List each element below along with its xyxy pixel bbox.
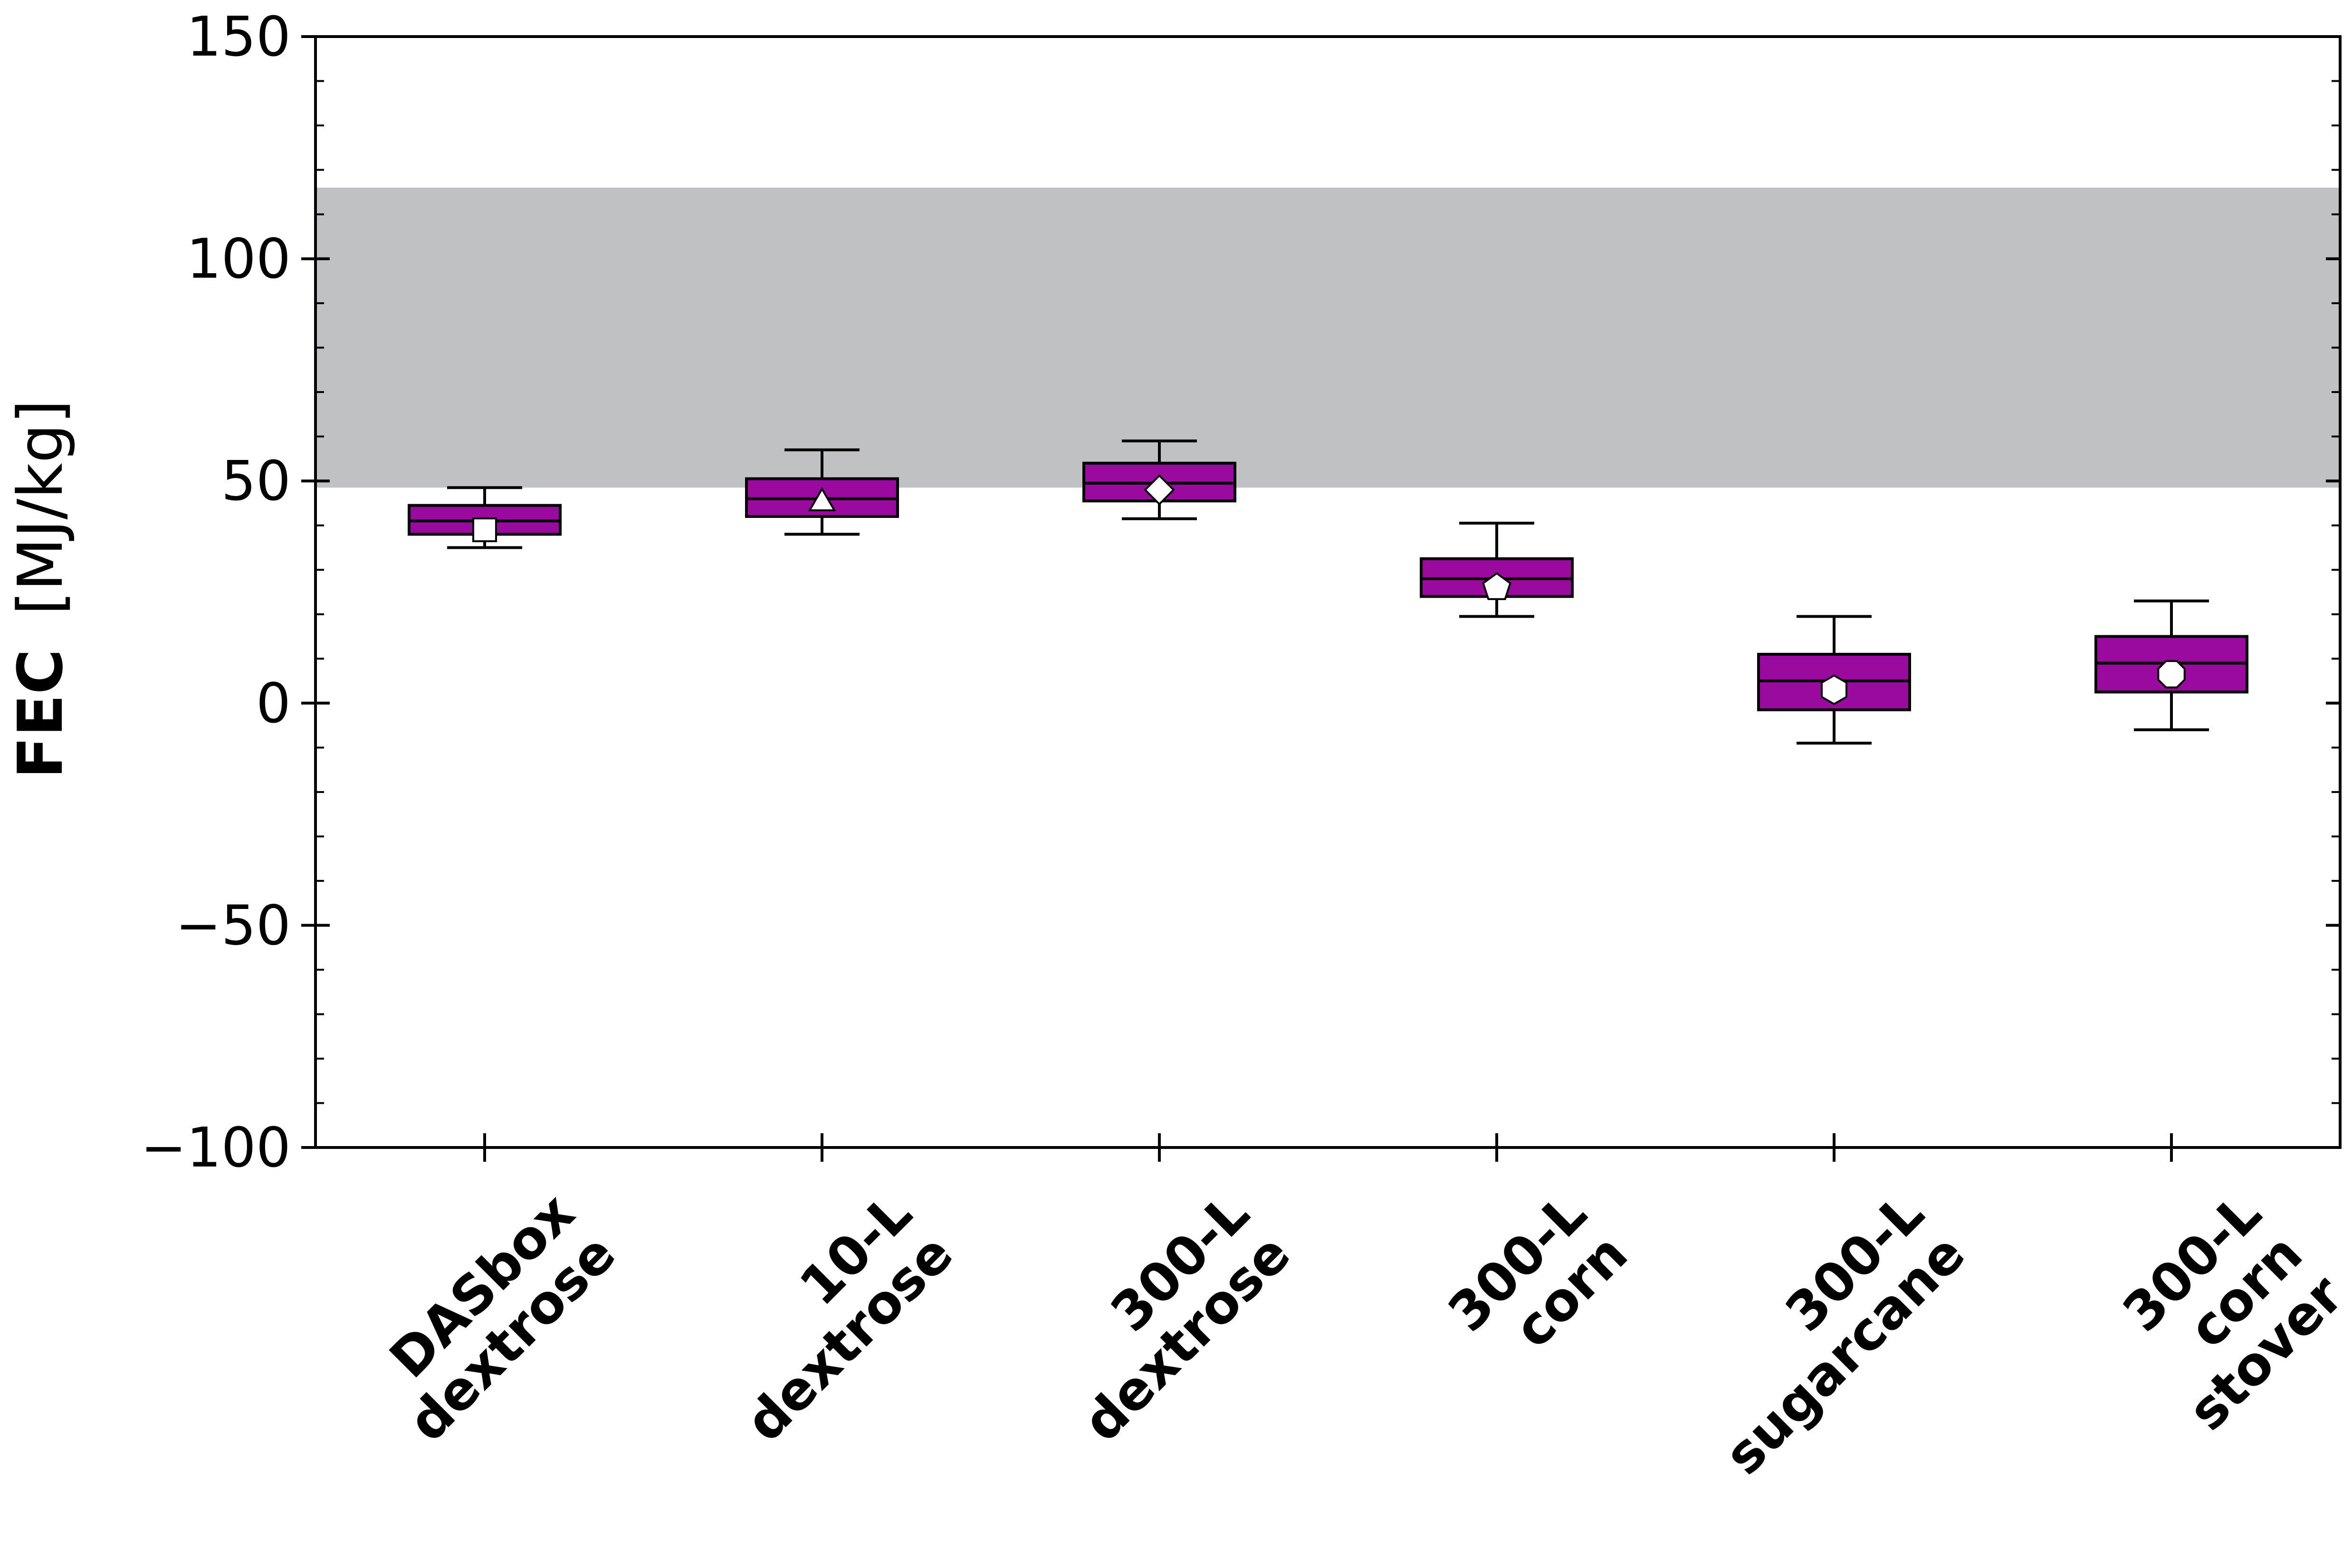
- box-group-1: [408, 486, 562, 549]
- mean-marker: [1821, 674, 1847, 706]
- box-group-2: [745, 448, 899, 536]
- mean-marker: [1482, 572, 1511, 600]
- box-group-3: [1082, 440, 1236, 520]
- box-group-4: [1420, 522, 1574, 618]
- box-group-6: [2094, 599, 2248, 731]
- mean-marker: [472, 517, 497, 543]
- box-group-5: [1757, 615, 1911, 745]
- mean-marker: [2157, 660, 2186, 688]
- y-tick-label: 150: [187, 5, 291, 69]
- y-axis-title-bold: FEC: [4, 649, 76, 779]
- y-axis-title: FEC [MJ/kg]: [4, 400, 76, 779]
- y-tick-label: 50: [221, 449, 291, 513]
- y-tick-label: −100: [141, 1116, 291, 1180]
- y-tick-label: 0: [256, 672, 291, 736]
- reference-band: [316, 187, 2340, 488]
- y-axis-title-unit: [MJ/kg]: [4, 400, 76, 615]
- mean-marker: [808, 487, 836, 511]
- plot-frame: [314, 35, 2342, 1149]
- y-tick-label: 100: [187, 228, 291, 291]
- mean-marker: [1144, 474, 1175, 506]
- y-tick-label: −50: [175, 894, 291, 957]
